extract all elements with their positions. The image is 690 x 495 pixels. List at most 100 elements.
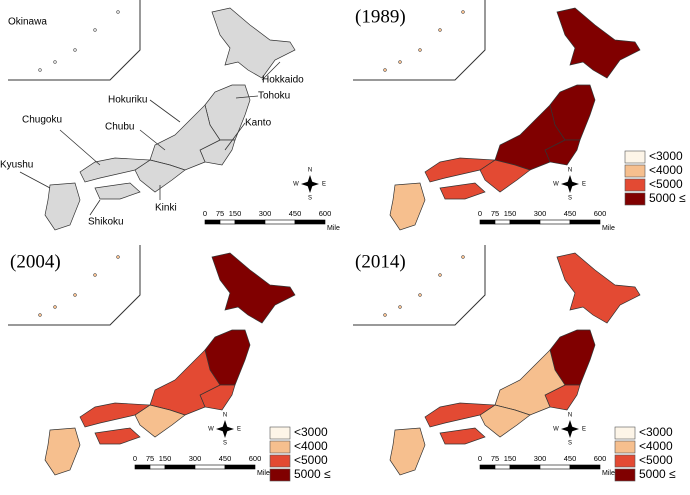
inset-frame xyxy=(8,0,141,81)
scale-label: 0 xyxy=(478,209,482,218)
leader-line xyxy=(224,122,246,151)
scale-segment xyxy=(149,464,166,470)
leader-line xyxy=(261,61,281,81)
scale-unit: Mile xyxy=(257,470,270,477)
region xyxy=(211,7,296,79)
legend-label: 5000 ≤ xyxy=(649,191,686,205)
region xyxy=(479,159,531,193)
region xyxy=(79,402,152,428)
scale-segment xyxy=(234,219,266,225)
region xyxy=(211,252,296,324)
scale-segment xyxy=(219,219,236,225)
legend-swatch xyxy=(614,454,636,468)
scale-segment xyxy=(494,219,511,225)
compass-letter: E xyxy=(582,182,586,188)
scale-label: 75 xyxy=(491,454,499,463)
island xyxy=(398,305,402,309)
legend-swatch xyxy=(624,150,646,164)
region xyxy=(134,404,186,438)
scale-label: 75 xyxy=(491,209,499,218)
region xyxy=(556,7,641,79)
region xyxy=(439,427,486,445)
region xyxy=(424,402,497,428)
compass-letter: S xyxy=(568,441,572,447)
island xyxy=(38,313,42,317)
region-label: Chugoku xyxy=(22,115,62,126)
compass-letter: N xyxy=(568,413,572,419)
scale-label: 450 xyxy=(219,454,232,463)
legend-label: 5000 ≤ xyxy=(639,467,676,481)
legend-swatch xyxy=(269,426,291,440)
scale-segment xyxy=(569,219,601,225)
legend-label: <5000 xyxy=(639,453,673,467)
island xyxy=(383,68,387,72)
inset-frame xyxy=(353,245,486,326)
compass-letter: W xyxy=(293,182,299,188)
compass-letter: W xyxy=(553,427,559,433)
compass xyxy=(561,181,579,187)
island xyxy=(116,255,120,259)
island xyxy=(383,313,387,317)
scale-label: 300 xyxy=(534,209,547,218)
scale-label: 300 xyxy=(534,454,547,463)
scale-label: 0 xyxy=(478,454,482,463)
panel-title: (2004) xyxy=(10,251,61,272)
compass-letter: S xyxy=(308,196,312,202)
inset-frame xyxy=(8,245,141,326)
leader-line xyxy=(235,95,259,99)
region xyxy=(94,427,141,445)
legend-label: <4000 xyxy=(649,163,683,177)
legend-swatch xyxy=(624,192,646,206)
scale-label: 150 xyxy=(159,454,172,463)
panel-title: (1989) xyxy=(355,6,406,27)
region-label: Okinawa xyxy=(8,17,47,28)
island xyxy=(53,305,57,309)
region-label: Hokkaido xyxy=(262,75,304,86)
compass xyxy=(561,426,579,432)
region-label: Tohoku xyxy=(258,91,290,102)
legend-label: <5000 xyxy=(649,177,683,191)
scale-label: 450 xyxy=(564,454,577,463)
region-label: Hokuriku xyxy=(108,95,147,106)
scale-segment xyxy=(509,464,541,470)
legend-label: <3000 xyxy=(649,149,683,163)
region-label: Kanto xyxy=(245,118,272,129)
scale-unit: Mile xyxy=(327,225,340,232)
scale-segment xyxy=(204,219,221,225)
scale-label: 600 xyxy=(594,454,607,463)
scale-segment xyxy=(479,464,496,470)
map-panel: (2014) 0 75 150 300 450 600 Mile N S E W <3000<4000<… xyxy=(353,245,676,482)
legend-swatch xyxy=(624,178,646,192)
region xyxy=(439,182,486,200)
island xyxy=(418,293,422,297)
scale-segment xyxy=(294,219,326,225)
island xyxy=(93,28,97,32)
scale-segment xyxy=(194,464,226,470)
compass-letter: E xyxy=(582,427,586,433)
legend-label: <4000 xyxy=(639,439,673,453)
scale-segment xyxy=(539,464,571,470)
region-label: Kinki xyxy=(155,203,177,214)
scale-label: 600 xyxy=(594,209,607,218)
map-panel: (2004) 0 75 150 300 450 600 Mile N S E W <3000<4000<… xyxy=(8,245,331,482)
region-label: Kyushu xyxy=(0,160,33,171)
map-panel: (1989) 0 75 150 300 450 600 Mile N S E W <3000<4000<… xyxy=(353,0,686,232)
region xyxy=(94,182,141,200)
scale-segment xyxy=(224,464,256,470)
island xyxy=(116,10,120,14)
island xyxy=(38,68,42,72)
scale-label: 75 xyxy=(216,209,224,218)
leader-line xyxy=(19,171,51,189)
region xyxy=(389,427,426,476)
compass-letter: W xyxy=(553,182,559,188)
island xyxy=(53,60,57,64)
scale-label: 600 xyxy=(319,209,332,218)
leader-line xyxy=(59,129,101,166)
region xyxy=(389,182,426,231)
legend-swatch xyxy=(614,440,636,454)
region xyxy=(44,182,81,231)
scale-label: 150 xyxy=(229,209,242,218)
scale-segment xyxy=(509,219,541,225)
region-label: Shikoku xyxy=(88,217,124,228)
